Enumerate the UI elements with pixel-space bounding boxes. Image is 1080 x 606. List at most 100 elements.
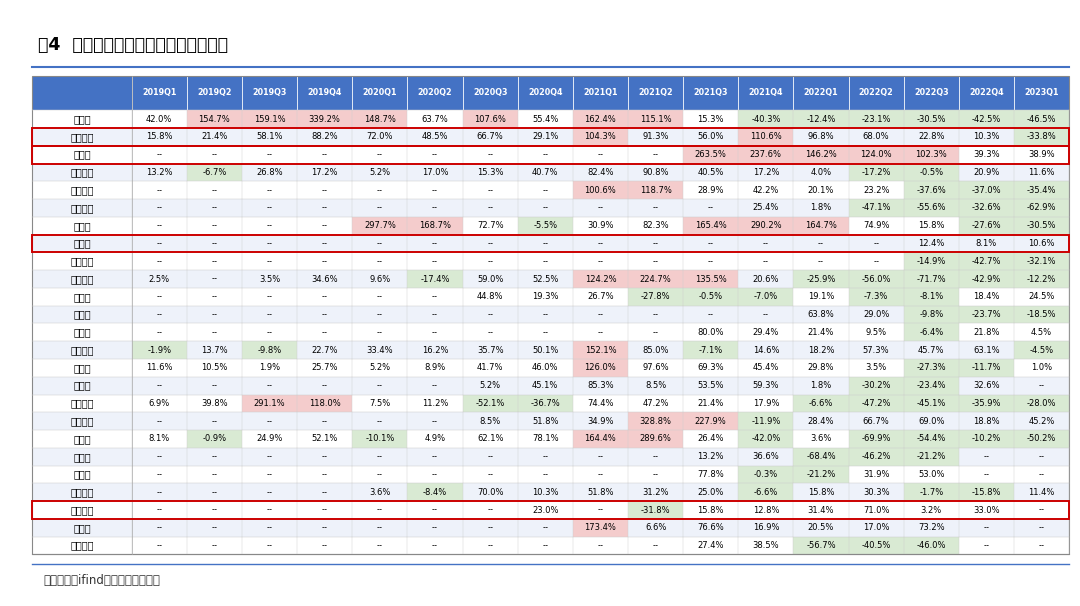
Text: 107.6%: 107.6%: [474, 115, 507, 124]
Bar: [572, 128, 627, 146]
Bar: [32, 110, 1069, 128]
Text: 45.7%: 45.7%: [918, 345, 945, 355]
Bar: [739, 217, 794, 235]
Text: -8.1%: -8.1%: [919, 292, 944, 301]
Text: 9.5%: 9.5%: [865, 328, 887, 337]
Text: --: --: [542, 239, 549, 248]
Text: 30.3%: 30.3%: [863, 488, 890, 497]
Text: 88.2%: 88.2%: [311, 132, 338, 141]
Text: 20.6%: 20.6%: [753, 275, 779, 284]
Text: 4.0%: 4.0%: [810, 168, 832, 177]
Bar: [794, 76, 849, 110]
Text: 15.3%: 15.3%: [477, 168, 503, 177]
Text: -11.7%: -11.7%: [972, 364, 1001, 373]
Text: 164.7%: 164.7%: [805, 221, 837, 230]
Text: -52.1%: -52.1%: [475, 399, 504, 408]
Bar: [684, 146, 739, 164]
Text: --: --: [212, 417, 217, 425]
Text: 11.6%: 11.6%: [1028, 168, 1055, 177]
Text: --: --: [267, 541, 272, 550]
Text: 38.5%: 38.5%: [753, 541, 779, 550]
Text: --: --: [432, 524, 438, 532]
Bar: [407, 270, 462, 288]
Text: 36.6%: 36.6%: [753, 452, 780, 461]
Bar: [739, 76, 794, 110]
Text: --: --: [212, 488, 217, 497]
Text: 9.6%: 9.6%: [369, 275, 391, 284]
Text: --: --: [267, 470, 272, 479]
Bar: [794, 110, 849, 128]
Text: 291.1%: 291.1%: [254, 399, 285, 408]
Text: 1.8%: 1.8%: [810, 381, 832, 390]
Bar: [32, 448, 1069, 465]
Text: --: --: [267, 239, 272, 248]
Text: 152.1%: 152.1%: [584, 345, 617, 355]
Text: 52.5%: 52.5%: [532, 275, 558, 284]
Text: --: --: [212, 328, 217, 337]
Bar: [572, 110, 627, 128]
Bar: [684, 288, 739, 305]
Text: 芯朋微: 芯朋微: [73, 363, 91, 373]
Text: --: --: [267, 452, 272, 461]
Text: 33.0%: 33.0%: [973, 505, 1000, 514]
Bar: [904, 199, 959, 217]
Text: --: --: [984, 470, 989, 479]
Bar: [462, 76, 517, 110]
Text: --: --: [542, 257, 549, 266]
Text: --: --: [432, 381, 438, 390]
Text: -30.2%: -30.2%: [862, 381, 891, 390]
Text: --: --: [542, 470, 549, 479]
Text: 11.2%: 11.2%: [422, 399, 448, 408]
Text: 11.4%: 11.4%: [1028, 488, 1055, 497]
Text: --: --: [762, 239, 769, 248]
Text: 110.6%: 110.6%: [750, 132, 782, 141]
Text: 15.8%: 15.8%: [918, 221, 945, 230]
Text: 6.9%: 6.9%: [149, 399, 170, 408]
Text: 卓胜微: 卓胜微: [73, 114, 91, 124]
Text: 42.0%: 42.0%: [146, 115, 173, 124]
Bar: [1014, 110, 1069, 128]
Text: --: --: [322, 204, 327, 213]
Text: 2022Q1: 2022Q1: [804, 88, 838, 98]
Text: 44.8%: 44.8%: [477, 292, 503, 301]
Text: --: --: [157, 505, 162, 514]
Text: 17.9%: 17.9%: [753, 399, 779, 408]
Text: 2023Q1: 2023Q1: [1024, 88, 1058, 98]
Bar: [904, 484, 959, 501]
Text: 339.2%: 339.2%: [309, 115, 340, 124]
Text: 5.2%: 5.2%: [369, 364, 390, 373]
Text: --: --: [597, 239, 604, 248]
Bar: [904, 146, 959, 164]
Text: --: --: [157, 541, 162, 550]
Text: 纳芯微: 纳芯微: [73, 150, 91, 159]
Text: --: --: [157, 417, 162, 425]
Text: --: --: [322, 381, 327, 390]
Text: 69.3%: 69.3%: [698, 364, 724, 373]
Bar: [32, 395, 1069, 412]
Text: -23.7%: -23.7%: [972, 310, 1001, 319]
Bar: [32, 465, 1069, 484]
Text: 10.6%: 10.6%: [1028, 239, 1055, 248]
Text: --: --: [212, 470, 217, 479]
Text: --: --: [432, 541, 438, 550]
Bar: [572, 430, 627, 448]
Bar: [1014, 217, 1069, 235]
Text: -40.5%: -40.5%: [862, 541, 891, 550]
Text: --: --: [487, 524, 494, 532]
Text: -42.5%: -42.5%: [972, 115, 1001, 124]
Bar: [904, 430, 959, 448]
Text: 224.7%: 224.7%: [639, 275, 672, 284]
Text: -15.8%: -15.8%: [972, 488, 1001, 497]
Bar: [297, 76, 352, 110]
Text: --: --: [487, 310, 494, 319]
Text: --: --: [873, 239, 879, 248]
Text: 2021Q3: 2021Q3: [693, 88, 728, 98]
Text: --: --: [707, 239, 714, 248]
Bar: [794, 217, 849, 235]
Text: --: --: [487, 452, 494, 461]
Bar: [407, 217, 462, 235]
Text: --: --: [377, 204, 382, 213]
Bar: [849, 164, 904, 181]
Text: 96.8%: 96.8%: [808, 132, 835, 141]
Bar: [1014, 270, 1069, 288]
